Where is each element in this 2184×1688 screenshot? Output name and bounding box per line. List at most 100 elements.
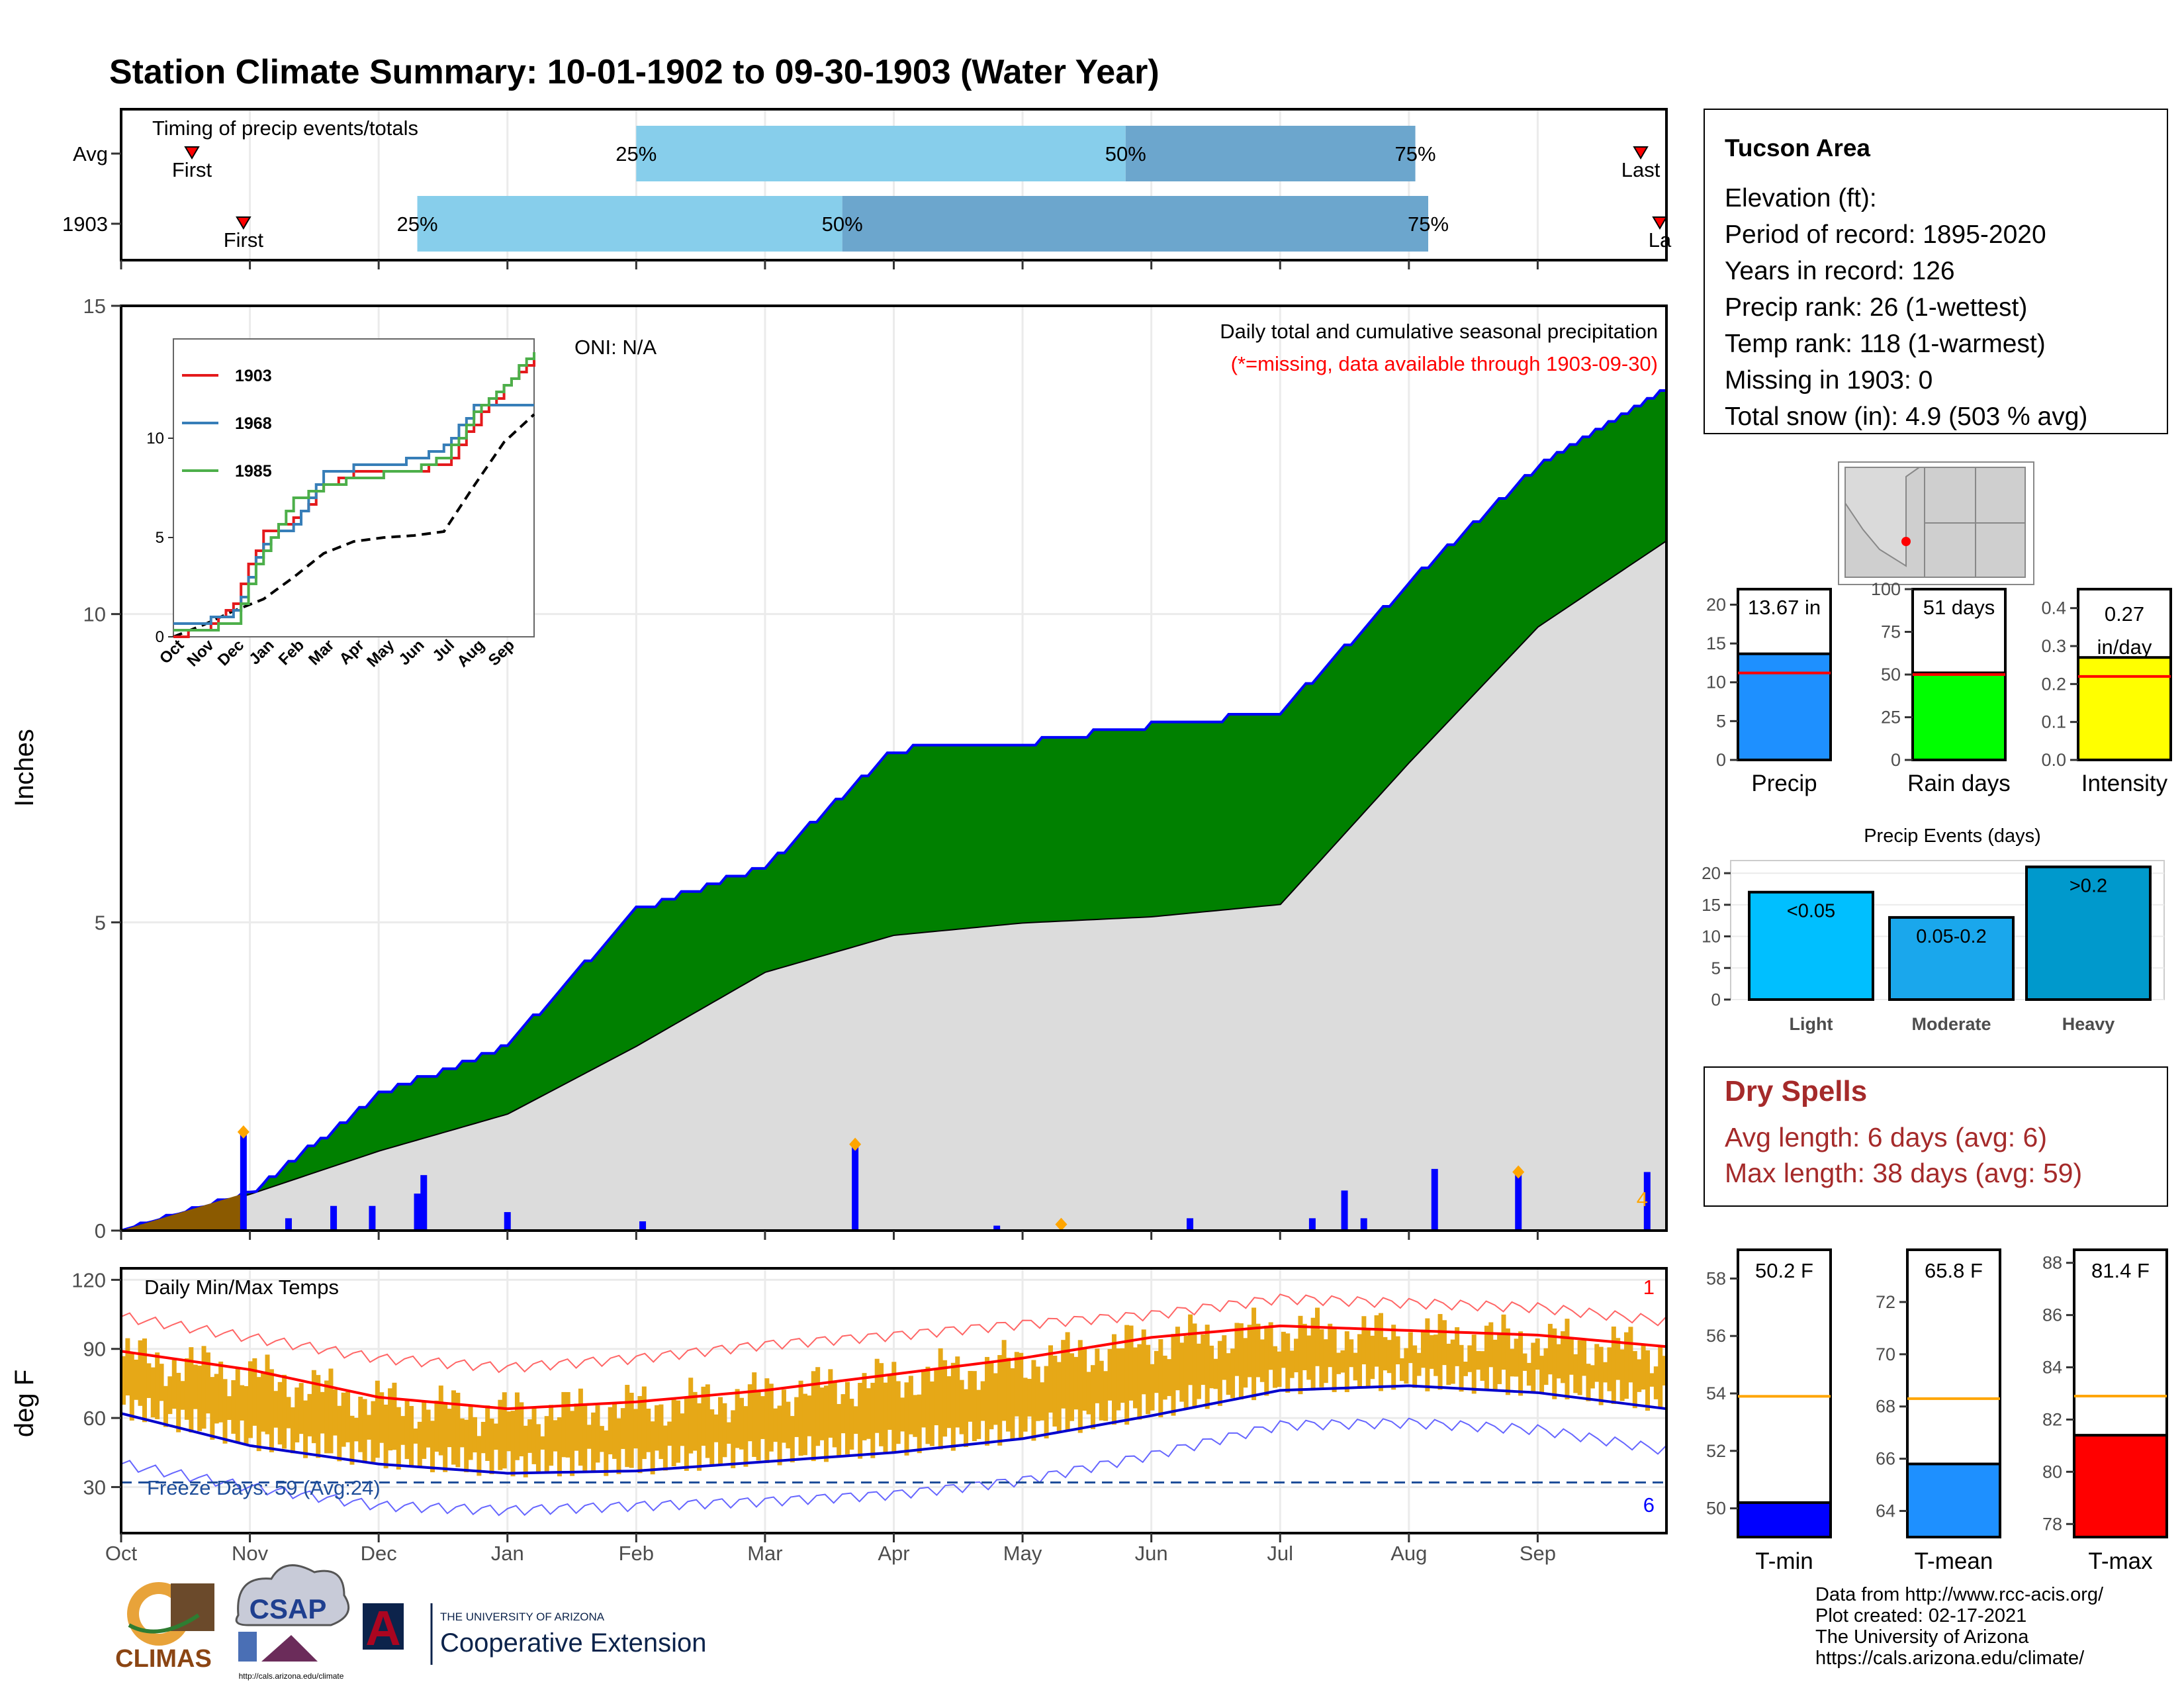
logos: CLIMAS CSAP http://cals.arizona.edu/clim… (115, 1564, 706, 1681)
daily-temp-bar (1226, 1353, 1231, 1395)
daily-temp-bar (938, 1348, 943, 1450)
daily-temp-bar (1209, 1345, 1214, 1389)
daily-temp-bar (510, 1411, 516, 1477)
daily-temp-bar (790, 1416, 795, 1463)
daily-temp-bar (667, 1421, 672, 1446)
daily-temp-bar (578, 1388, 583, 1466)
daily-temp-bar (286, 1397, 291, 1429)
month-tick-label: May (1003, 1542, 1042, 1565)
daily-temp-bar (955, 1356, 960, 1428)
temp-summary-tick: 50 (1706, 1499, 1726, 1519)
daily-temp-bar (430, 1421, 435, 1473)
inset-y-tick: 10 (146, 430, 164, 447)
daily-temp-bar (1082, 1348, 1087, 1411)
timing-panel: Timing of precip events/totals Avg 25% 50%… (62, 108, 1672, 261)
daily-temp-bar (265, 1354, 270, 1434)
precip-right-count: 4 (1637, 1188, 1648, 1211)
daily-temp-bar (819, 1387, 825, 1440)
daily-temp-bar (1090, 1365, 1095, 1429)
daily-temp-bar (929, 1381, 934, 1446)
month-tick-label: Nov (232, 1542, 269, 1565)
daily-temp-bar (1391, 1325, 1396, 1390)
daily-temp-bar (298, 1383, 304, 1434)
ua-name: THE UNIVERSITY OF ARIZONA (440, 1611, 605, 1623)
daily-temp-bar (455, 1392, 461, 1468)
daily-precip-bar (369, 1205, 376, 1231)
daily-temp-bar (417, 1421, 422, 1468)
daily-temp-bar (159, 1364, 164, 1401)
daily-temp-bar (218, 1361, 224, 1423)
daily-temp-bar (540, 1436, 545, 1450)
daily-temp-bar (862, 1373, 867, 1440)
temp-summary-fill (2073, 1434, 2168, 1538)
daily-temp-bar (1251, 1307, 1257, 1401)
daily-temp-bar (1150, 1364, 1155, 1411)
precip-note: Daily total and cumulative seasonal prec… (1220, 320, 1658, 343)
daily-temp-bar (1192, 1323, 1197, 1407)
daily-temp-bar (1044, 1366, 1049, 1438)
daily-temp-bar (1205, 1325, 1210, 1409)
daily-temp-bar (477, 1436, 482, 1476)
daily-temp-bar (248, 1361, 253, 1438)
daily-temp-bar (171, 1360, 177, 1409)
temp-summary-tick: 68 (1876, 1397, 1895, 1417)
month-tick-label: Jul (1267, 1542, 1293, 1565)
observed-cumulative-line (120, 389, 1666, 1232)
daily-temp-bar (608, 1407, 613, 1454)
daily-temp-bar (807, 1395, 812, 1436)
last-event-label: Last (1621, 158, 1661, 181)
temp-summary-fill (1737, 1501, 1832, 1538)
summary-bar-label: Precip (1751, 771, 1817, 796)
daily-temp-bar (1598, 1346, 1604, 1405)
daily-temp-bar (485, 1405, 490, 1461)
summary-bar-tick: 20 (1706, 594, 1726, 614)
summary-bar-tick: 0 (1716, 750, 1726, 770)
daily-temp-bar (434, 1400, 439, 1452)
daily-temp-bar (908, 1376, 913, 1434)
daily-temp-bar (549, 1405, 554, 1466)
temp-top-count: 1 (1643, 1276, 1655, 1299)
daily-temp-bar (1433, 1335, 1439, 1376)
daily-temp-bar (1048, 1345, 1053, 1413)
timing-title: Timing of precip events/totals (152, 117, 418, 140)
daily-temp-bar (743, 1406, 749, 1467)
daily-temp-bar (1111, 1334, 1116, 1425)
daily-temp-bar (756, 1391, 761, 1461)
daily-temp-bar (1086, 1372, 1091, 1415)
daily-temp-bar (1061, 1340, 1066, 1409)
daily-temp-bar (662, 1425, 668, 1471)
daily-temp-bar (1201, 1334, 1206, 1385)
daily-temp-bar (502, 1392, 507, 1469)
oni-label: ONI: N/A (574, 336, 657, 359)
daily-temp-bar (1132, 1347, 1138, 1409)
daily-temp-bar (1365, 1329, 1371, 1388)
daily-temp-bar (1412, 1345, 1418, 1388)
daily-temp-bar (1488, 1322, 1494, 1368)
daily-temp-bar (798, 1380, 803, 1456)
daily-temp-bar (1281, 1331, 1286, 1368)
daily-temp-bar (1374, 1315, 1379, 1367)
daily-temp-bar (1285, 1333, 1291, 1393)
daily-temp-bar (925, 1366, 931, 1444)
daily-temp-bar (718, 1397, 723, 1465)
daily-temp-bar (320, 1391, 325, 1434)
daily-temp-bar (604, 1430, 609, 1476)
daily-temp-bar (1463, 1361, 1468, 1376)
daily-temp-bar (422, 1401, 427, 1459)
daily-temp-bar (739, 1397, 744, 1450)
precip-events-bar-inner-label: 0.05-0.2 (1916, 926, 1986, 947)
summary-bar-tick: 0.0 (2041, 750, 2066, 770)
inset-x-tick: Jun (395, 636, 428, 669)
timing-bar-25-50 (636, 126, 1126, 181)
temp-summary-label: T-mean (1915, 1548, 1993, 1574)
daily-temp-bar (844, 1382, 850, 1455)
station-info-line: Total snow (in): 4.9 (503 % avg) (1725, 402, 2087, 431)
daily-temp-bar (680, 1413, 685, 1446)
daily-temp-bar (1611, 1326, 1616, 1404)
daily-precip-bar (420, 1175, 428, 1231)
daily-temp-bar (426, 1409, 431, 1448)
daily-temp-bar (193, 1364, 198, 1409)
precip-y-tick: 15 (83, 295, 106, 318)
daily-temp-bar (1158, 1339, 1163, 1418)
summary-bar-value: 13.67 in (1748, 596, 1821, 619)
